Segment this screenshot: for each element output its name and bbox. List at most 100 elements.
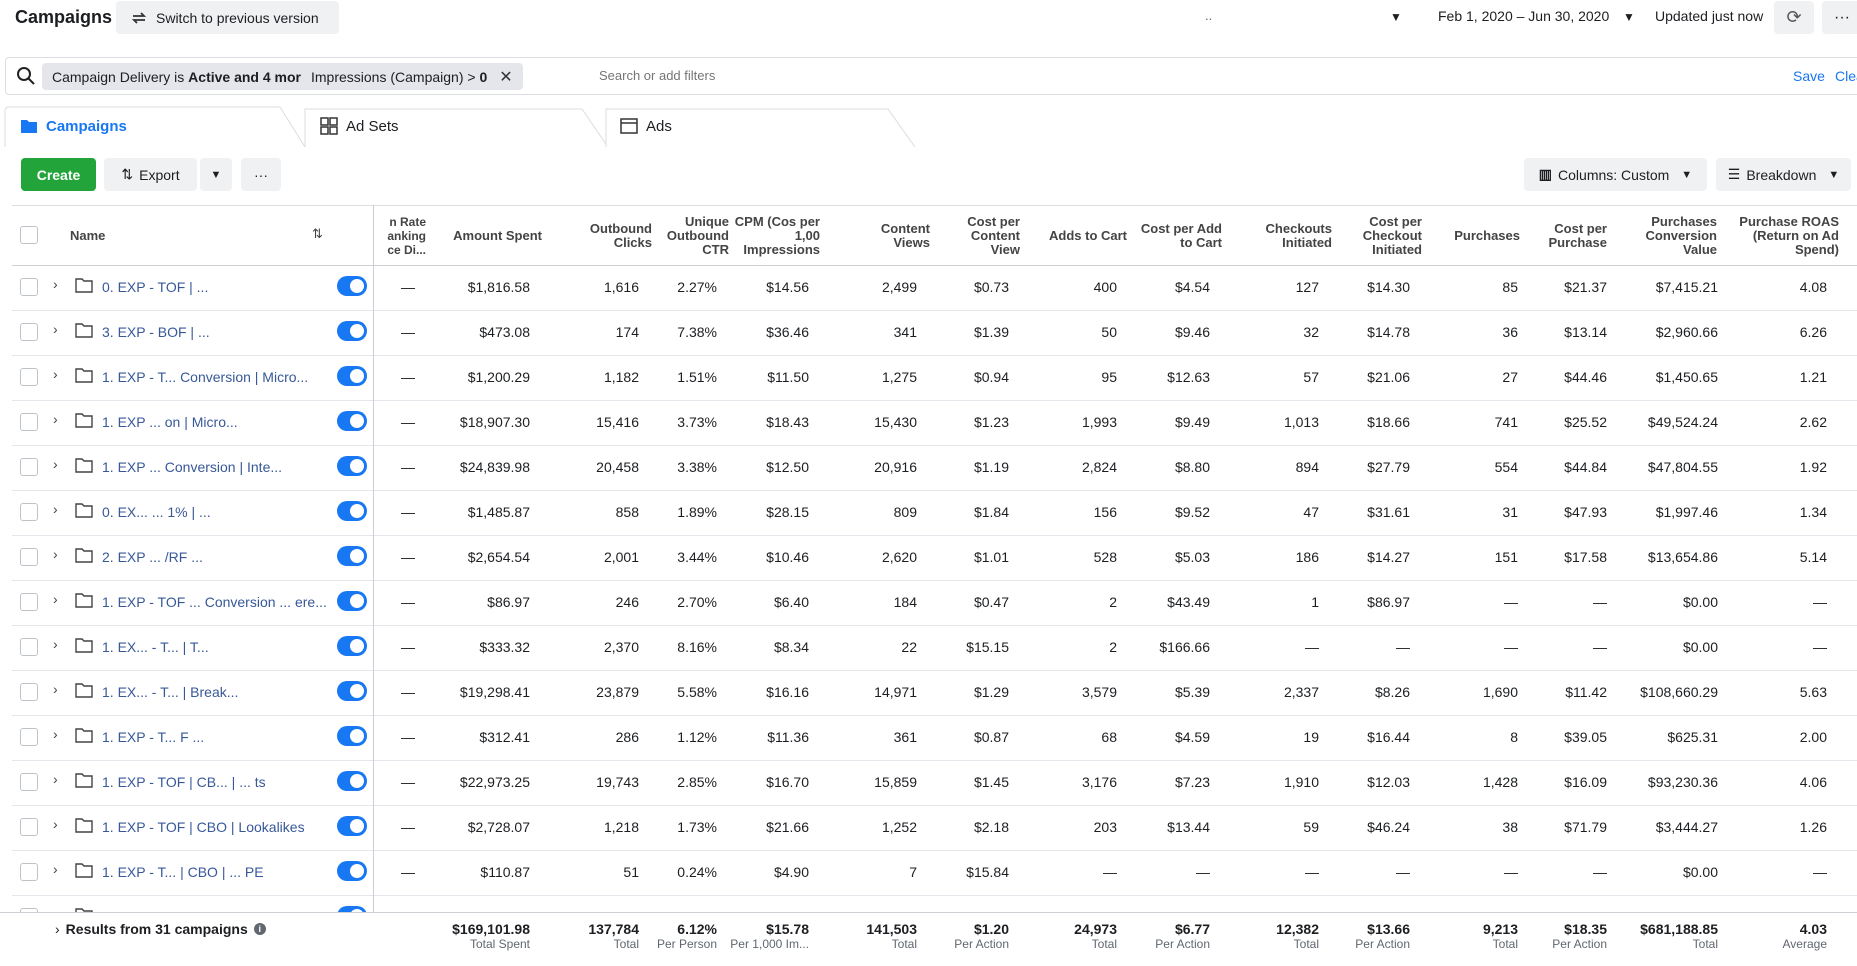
chevron-right-icon[interactable]: ›	[53, 771, 58, 787]
column-header[interactable]: CPM (Cos per 1,00 Impressions	[734, 214, 820, 257]
chevron-right-icon[interactable]: ›	[55, 921, 60, 937]
campaign-toggle[interactable]	[337, 501, 367, 521]
chevron-right-icon[interactable]: ›	[53, 816, 58, 832]
campaign-name-link[interactable]: 2. EXP ... /RF ...	[102, 549, 203, 565]
row-checkbox[interactable]	[20, 548, 38, 566]
row-checkbox[interactable]	[20, 278, 38, 296]
more-options-icon[interactable]: ···	[1822, 1, 1857, 34]
column-header[interactable]: Cost per Content View	[967, 214, 1020, 257]
table-row[interactable]: › 1. EXP - TOF | CBO | Lookalikes — $2,728.…	[12, 806, 1857, 851]
campaign-name-link[interactable]: 0. EXP - TOF | ...	[102, 279, 209, 295]
campaign-toggle[interactable]	[337, 861, 367, 881]
table-row[interactable]: › 0. EX... ... 1% | ... — $1,485.87 858 1.89%…	[12, 491, 1857, 536]
column-header[interactable]: Unique Outbound CTR	[666, 214, 729, 257]
more-actions-button[interactable]: ···	[241, 158, 281, 191]
column-header[interactable]: Purchases	[1454, 228, 1520, 243]
row-checkbox[interactable]	[20, 593, 38, 611]
row-checkbox[interactable]	[20, 458, 38, 476]
chevron-right-icon[interactable]: ›	[53, 411, 58, 427]
table-row[interactable]: › 1. EXP - T... Conversion | Micro... — $1,…	[12, 356, 1857, 401]
create-button[interactable]: Create	[21, 158, 96, 191]
caret-down-icon[interactable]: ▼	[1623, 10, 1635, 24]
column-header[interactable]: Content Views	[880, 221, 930, 250]
campaign-toggle[interactable]	[337, 456, 367, 476]
campaign-toggle[interactable]	[337, 546, 367, 566]
chevron-right-icon[interactable]: ›	[53, 591, 58, 607]
campaign-name-link[interactable]: 1. EXP - T... Conversion | Micro...	[102, 369, 309, 385]
info-icon[interactable]: i	[253, 923, 266, 935]
breakdown-button[interactable]: ☰ Breakdown ▼	[1716, 158, 1851, 191]
campaign-name-link[interactable]: 1. EX... - T... | T...	[102, 639, 209, 655]
row-checkbox[interactable]	[20, 413, 38, 431]
tab-ad-sets[interactable]: Ad Sets	[302, 105, 399, 147]
column-header[interactable]: n Rate anking ce Di...	[387, 215, 426, 257]
chevron-right-icon[interactable]: ›	[53, 276, 58, 292]
filter-chip[interactable]: Impressions (Campaign) > 0 ✕	[301, 63, 523, 90]
table-row[interactable]: › 1. EXP ... on | Micro... — $18,907.30 15,4…	[12, 401, 1857, 446]
tab-campaigns[interactable]: Campaigns	[2, 105, 127, 147]
table-row[interactable]: › 1. EXP - T... F ... — $312.41 286 1.12% $11.…	[12, 716, 1857, 761]
column-header[interactable]: Purchases Conversion Value	[1645, 214, 1717, 257]
tab-ads[interactable]: Ads	[602, 105, 672, 147]
row-checkbox[interactable]	[20, 323, 38, 341]
clear-filters-link[interactable]: Clea	[1835, 68, 1857, 84]
column-header[interactable]: Purchase ROAS (Return on Ad Spend)	[1739, 214, 1839, 257]
campaign-name-link[interactable]: 1. EXP ... on | Micro...	[102, 414, 238, 430]
column-header[interactable]: Adds to Cart	[1049, 228, 1127, 243]
sort-icon[interactable]: ⇅	[312, 226, 323, 241]
chevron-right-icon[interactable]: ›	[53, 681, 58, 697]
row-checkbox[interactable]	[20, 728, 38, 746]
row-checkbox[interactable]	[20, 818, 38, 836]
select-all-checkbox[interactable]	[20, 226, 38, 244]
campaign-toggle[interactable]	[337, 726, 367, 746]
chevron-right-icon[interactable]: ›	[53, 456, 58, 472]
campaign-name-link[interactable]: 1. EXP - T... | CBO | ... PE	[102, 864, 264, 880]
column-header[interactable]: Cost per Add to Cart	[1140, 221, 1222, 250]
chevron-right-icon[interactable]: ›	[53, 636, 58, 652]
row-checkbox[interactable]	[20, 503, 38, 521]
row-checkbox[interactable]	[20, 368, 38, 386]
table-row[interactable]: › 1. EX... - T... | Break... — $19,298.41 23…	[12, 671, 1857, 716]
column-header[interactable]: Cost per Checkout Initiated	[1362, 214, 1422, 257]
campaign-toggle[interactable]	[337, 411, 367, 431]
chevron-right-icon[interactable]: ›	[53, 546, 58, 562]
campaign-name-link[interactable]: 1. EXP - TOF | CB... | ... ts	[102, 774, 266, 790]
campaign-name-link[interactable]: 3. EXP - BOF | ...	[102, 324, 210, 340]
campaign-toggle[interactable]	[337, 771, 367, 791]
row-checkbox[interactable]	[20, 863, 38, 881]
switch-version-button[interactable]: Switch to previous version	[116, 1, 339, 34]
campaign-name-link[interactable]: 1. EXP ... Conversion | Inte...	[102, 459, 283, 475]
caret-down-icon[interactable]: ▼	[1390, 10, 1402, 24]
campaign-name-link[interactable]: 0. EX... ... 1% | ...	[102, 504, 211, 520]
campaign-name-link[interactable]: 1. EXP - TOF ... Conversion ... ere...	[102, 594, 327, 610]
campaign-name-link[interactable]: 1. EX... - T... | Break...	[102, 684, 239, 700]
filter-search-input[interactable]	[599, 68, 999, 83]
table-row[interactable]: › 0. EXP - TOF | ... — $1,816.58 1,616 2.27% $…	[12, 266, 1857, 311]
campaign-toggle[interactable]	[337, 591, 367, 611]
export-button[interactable]: ⇅ Export	[104, 158, 197, 191]
table-row[interactable]: › 1. EX... - T... | T... — $333.32 2,370 8.16…	[12, 626, 1857, 671]
campaign-name-link[interactable]: 1. EXP - T... F ...	[102, 729, 205, 745]
close-icon[interactable]: ✕	[499, 68, 513, 86]
save-filters-link[interactable]: Save	[1793, 68, 1825, 84]
chevron-right-icon[interactable]: ›	[53, 366, 58, 382]
table-row[interactable]: › 1. EXP - TOF | CB... | ... ts — $22,973.2…	[12, 761, 1857, 806]
campaign-toggle[interactable]	[337, 321, 367, 341]
export-dropdown-button[interactable]: ▼	[200, 158, 232, 191]
table-row[interactable]: › 1. EXP - T... | CBO | ... PE — $110.87 51 0…	[12, 851, 1857, 896]
date-range-picker[interactable]: Feb 1, 2020 – Jun 30, 2020	[1438, 8, 1610, 24]
column-header[interactable]: Cost per Purchase	[1548, 221, 1607, 250]
column-header[interactable]: Amount Spent	[453, 228, 542, 243]
refresh-icon[interactable]: ⟳	[1774, 1, 1814, 34]
column-header[interactable]: Outbound Clicks	[589, 221, 652, 250]
campaign-toggle[interactable]	[337, 636, 367, 656]
table-row[interactable]: › 1. EXP - TOF ... Conversion ... ere... —…	[12, 581, 1857, 626]
row-checkbox[interactable]	[20, 683, 38, 701]
table-row[interactable]: › 2. EXP ... /RF ... — $2,654.54 2,001 3.44% $…	[12, 536, 1857, 581]
table-row[interactable]: › 3. EXP - BOF | ... — $473.08 174 7.38% $36.4…	[12, 311, 1857, 356]
account-selector[interactable]: ..	[1205, 8, 1213, 23]
campaign-toggle[interactable]	[337, 681, 367, 701]
chevron-right-icon[interactable]: ›	[53, 861, 58, 877]
chevron-right-icon[interactable]: ›	[53, 501, 58, 517]
chevron-right-icon[interactable]: ›	[53, 321, 58, 337]
